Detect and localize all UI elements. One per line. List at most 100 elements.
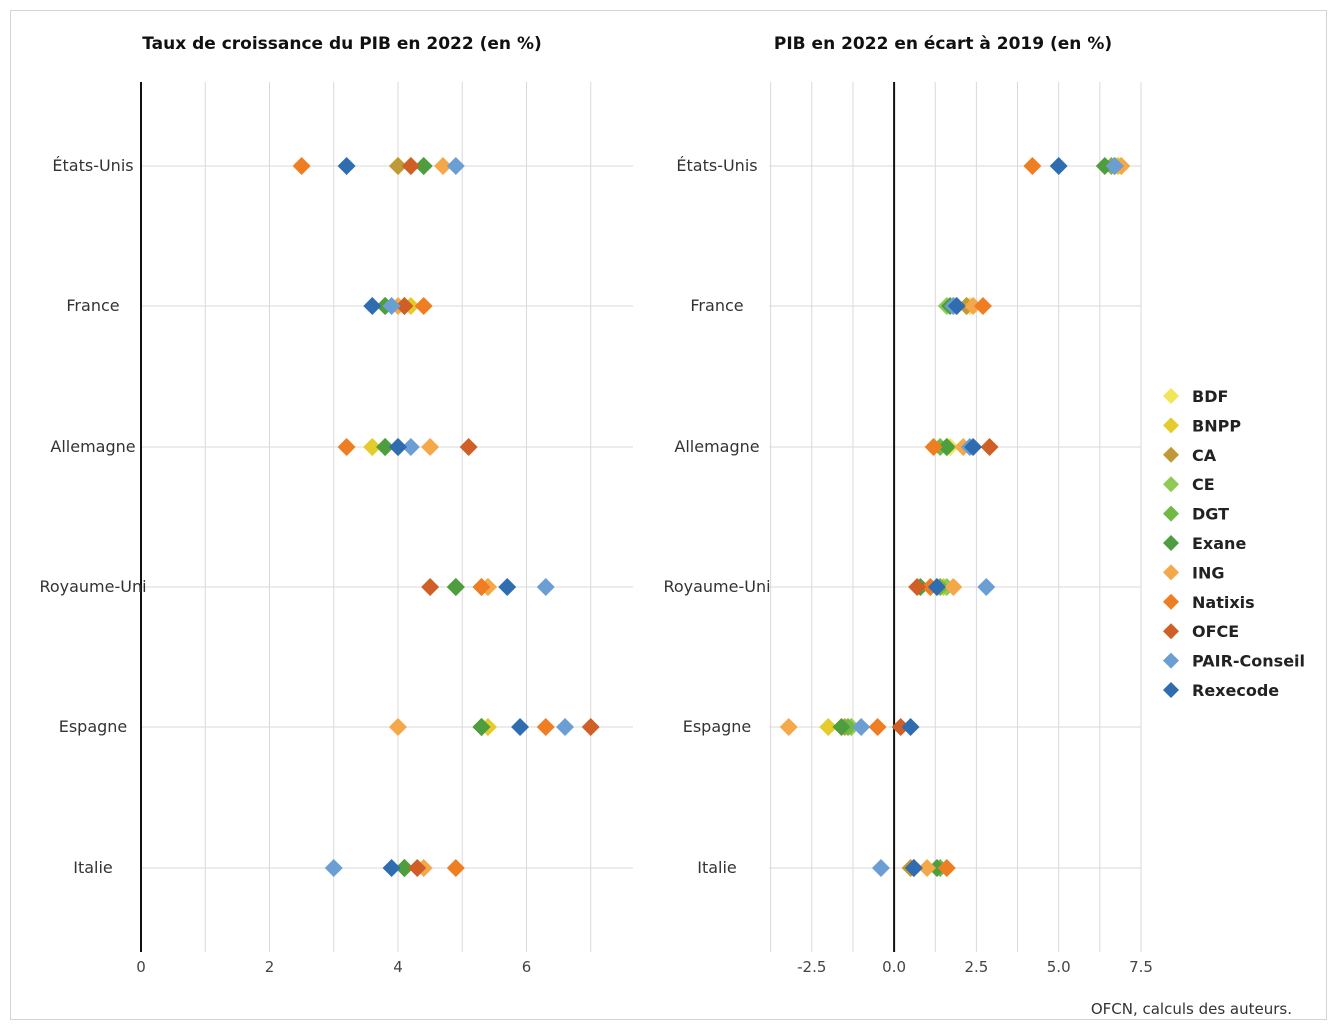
point-ofce-france xyxy=(395,297,414,315)
point-natixis-espagne xyxy=(536,718,555,736)
panel-growth-2022: Taux de croissance du PIB en 2022 (en %)… xyxy=(39,34,633,976)
point-ofce-allemagne xyxy=(459,438,478,456)
point-exane-italie xyxy=(927,859,946,877)
point-natixis-france xyxy=(973,297,992,315)
category-label-espagne: Espagne xyxy=(59,717,128,736)
point-exane-allemagne xyxy=(376,438,395,456)
point-rexecode-italie xyxy=(382,859,401,877)
point-natixis-espagne xyxy=(868,718,887,736)
category-label-allemagne: Allemagne xyxy=(50,437,135,456)
x-tick-label: 6 xyxy=(522,958,532,976)
legend-label-dgt: DGT xyxy=(1192,505,1229,524)
category-label-allemagne: Allemagne xyxy=(674,437,759,456)
point-exane-espagne xyxy=(472,718,491,736)
point-ofce-allemagne xyxy=(980,438,999,456)
category-label-etats-unis: États-Unis xyxy=(52,156,133,175)
point-natixis-france xyxy=(414,297,433,315)
point-pair-conseil-italie xyxy=(324,859,343,877)
legend-label-ca: CA xyxy=(1192,446,1217,465)
point-natixis-etats-unis xyxy=(1023,157,1042,175)
point-ing-france xyxy=(964,297,983,315)
legend-item-ofce: OFCE xyxy=(1163,622,1239,641)
point-pair-conseil-france xyxy=(382,297,401,315)
point-ofce-royaume-uni xyxy=(908,578,927,596)
point-rexecode-royaume-uni xyxy=(498,578,517,596)
x-tick-label: 2 xyxy=(265,958,275,976)
point-pair-conseil-espagne xyxy=(556,718,575,736)
legend-item-pair-conseil: PAIR-Conseil xyxy=(1163,652,1305,671)
point-rexecode-france xyxy=(947,297,966,315)
x-tick-label: -2.5 xyxy=(797,958,826,976)
point-pair-conseil-royaume-uni xyxy=(977,578,996,596)
point-natixis-italie xyxy=(937,859,956,877)
panel-title: Taux de croissance du PIB en 2022 (en %) xyxy=(142,34,542,54)
legend-label-pair-conseil: PAIR-Conseil xyxy=(1192,652,1305,671)
point-rexecode-royaume-uni xyxy=(927,578,946,596)
point-exane-allemagne xyxy=(937,438,956,456)
category-label-royaume-uni: Royaume-Uni xyxy=(663,577,770,596)
point-pair-conseil-royaume-uni xyxy=(536,578,555,596)
point-ing-allemagne xyxy=(421,438,440,456)
point-ing-italie xyxy=(918,859,937,877)
point-exane-espagne xyxy=(832,718,851,736)
point-exane-royaume-uni xyxy=(446,578,465,596)
point-rexecode-france xyxy=(363,297,382,315)
panel-title: PIB en 2022 en écart à 2019 (en %) xyxy=(774,34,1112,54)
x-tick-label: 4 xyxy=(393,958,403,976)
x-tick-label: 5.0 xyxy=(1047,958,1071,976)
chart-frame xyxy=(10,10,1327,1020)
point-rexecode-espagne xyxy=(511,718,530,736)
point-rexecode-italie xyxy=(904,859,923,877)
legend-item-ing: ING xyxy=(1163,563,1224,582)
point-ca-etats-unis xyxy=(388,157,407,175)
point-exane-etats-unis xyxy=(1095,157,1114,175)
legend-marker-dgt xyxy=(1163,505,1179,522)
legend-marker-ce xyxy=(1163,476,1179,493)
point-rexecode-espagne xyxy=(901,718,920,736)
x-tick-label: 0 xyxy=(136,958,146,976)
point-natixis-royaume-uni xyxy=(472,578,491,596)
legend-label-natixis: Natixis xyxy=(1192,593,1255,612)
legend-item-bnpp: BNPP xyxy=(1163,416,1241,435)
category-label-espagne: Espagne xyxy=(683,717,752,736)
point-pair-conseil-etats-unis xyxy=(1105,157,1124,175)
x-tick-label: 0.0 xyxy=(882,958,906,976)
category-label-italie: Italie xyxy=(697,858,737,877)
point-ing-royaume-uni xyxy=(944,578,963,596)
point-ing-etats-unis xyxy=(433,157,452,175)
point-pair-conseil-espagne xyxy=(852,718,871,736)
point-ofce-italie xyxy=(408,859,427,877)
category-label-royaume-uni: Royaume-Uni xyxy=(39,577,146,596)
legend-marker-natixis xyxy=(1163,593,1179,610)
legend-label-bnpp: BNPP xyxy=(1192,416,1241,435)
legend-item-ce: CE xyxy=(1163,475,1215,494)
category-label-etats-unis: États-Unis xyxy=(676,156,757,175)
point-ofce-espagne xyxy=(891,718,910,736)
legend-label-ing: ING xyxy=(1192,563,1224,582)
legend-item-ca: CA xyxy=(1163,446,1217,465)
legend-marker-bdf xyxy=(1163,388,1179,404)
point-exane-etats-unis xyxy=(414,157,433,175)
category-label-france: France xyxy=(66,296,119,315)
legend-marker-ing xyxy=(1163,564,1179,581)
point-ing-espagne xyxy=(388,718,407,736)
legend-marker-pair-conseil xyxy=(1163,652,1179,669)
x-tick-label: 7.5 xyxy=(1129,958,1153,976)
point-rexecode-etats-unis xyxy=(337,157,356,175)
point-bnpp-allemagne xyxy=(363,438,382,456)
point-rexecode-allemagne xyxy=(388,438,407,456)
source-note: OFCN, calculs des auteurs. xyxy=(1091,1000,1292,1018)
point-ofce-royaume-uni xyxy=(421,578,440,596)
legend-marker-ca xyxy=(1163,446,1179,463)
point-pair-conseil-allemagne xyxy=(401,438,420,456)
point-natixis-italie xyxy=(446,859,465,877)
point-exane-italie xyxy=(395,859,414,877)
legend-item-exane: Exane xyxy=(1163,534,1246,553)
legend-item-natixis: Natixis xyxy=(1163,593,1255,612)
legend-marker-exane xyxy=(1163,535,1179,551)
legend-item-bdf: BDF xyxy=(1163,387,1228,406)
point-bnpp-espagne xyxy=(819,718,838,736)
panel-gap-vs-2019: PIB en 2022 en écart à 2019 (en %) -2.5 0.… xyxy=(663,34,1152,976)
category-label-france: France xyxy=(690,296,743,315)
